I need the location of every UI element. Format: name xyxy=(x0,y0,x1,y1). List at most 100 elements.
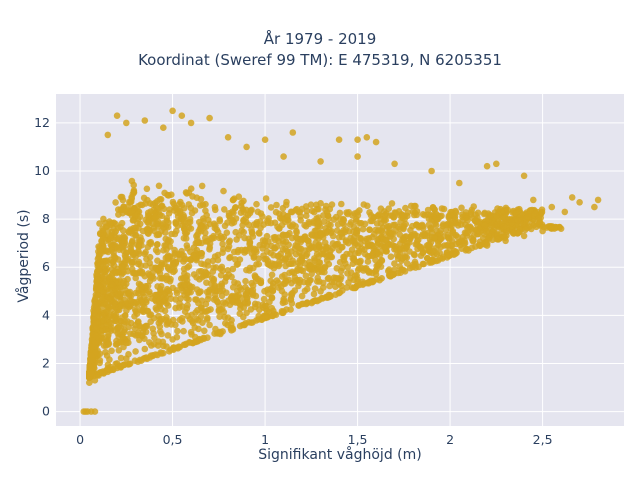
scatter-point xyxy=(217,271,225,279)
scatter-point xyxy=(255,306,263,314)
scatter-point xyxy=(538,208,546,216)
scatter-point xyxy=(372,138,380,146)
scatter-point xyxy=(157,349,165,356)
scatter-point xyxy=(229,265,237,273)
scatter-point xyxy=(223,229,231,236)
scatter-point xyxy=(469,214,477,222)
scatter-point xyxy=(520,172,528,180)
scatter-point xyxy=(210,220,218,228)
scatter-point xyxy=(155,182,163,190)
scatter-point xyxy=(201,327,208,335)
scatter-point xyxy=(311,285,319,292)
scatter-point xyxy=(374,212,381,220)
scatter-point xyxy=(391,266,398,273)
scatter-point xyxy=(354,136,361,143)
scatter-point xyxy=(262,314,269,321)
scatter-point xyxy=(178,201,186,209)
scatter-point xyxy=(431,234,438,241)
scatter-point xyxy=(242,277,249,285)
scatter-point xyxy=(319,279,327,287)
scatter-point xyxy=(501,214,509,222)
scatter-point xyxy=(295,282,302,290)
scatter-point xyxy=(185,288,193,296)
scatter-point xyxy=(128,177,136,185)
scatter-point xyxy=(186,218,194,226)
scatter-point xyxy=(169,259,177,267)
scatter-point xyxy=(115,234,123,241)
scatter-point xyxy=(531,210,539,217)
scatter-point xyxy=(354,266,362,274)
scatter-point xyxy=(292,223,299,230)
scatter-point xyxy=(193,232,200,240)
scatter-point xyxy=(395,208,403,215)
scatter-point xyxy=(138,357,145,365)
scatter-point xyxy=(344,263,352,271)
scatter-point xyxy=(128,260,136,267)
scatter-point xyxy=(96,220,103,227)
scatter-point xyxy=(382,211,389,219)
scatter-point xyxy=(269,283,277,290)
scatter-point xyxy=(255,260,263,268)
scatter-point xyxy=(160,247,167,254)
scatter-point xyxy=(224,245,232,253)
scatter-point xyxy=(100,317,107,324)
scatter-point xyxy=(374,239,382,247)
scatter-point xyxy=(228,327,235,334)
scatter-point xyxy=(180,327,187,335)
scatter-point xyxy=(127,199,134,206)
scatter-point xyxy=(121,318,129,326)
scatter-point xyxy=(234,287,241,295)
scatter-point xyxy=(232,228,239,236)
scatter-point xyxy=(346,221,354,228)
scatter-point xyxy=(162,235,169,243)
scatter-point xyxy=(204,314,211,322)
scatter-point xyxy=(164,223,172,231)
scatter-point xyxy=(198,297,206,305)
scatter-point xyxy=(336,215,344,223)
scatter-point xyxy=(220,187,227,195)
scatter-point xyxy=(164,252,172,259)
scatter-point xyxy=(509,209,517,216)
scatter-point xyxy=(158,315,166,323)
scatter-point xyxy=(123,249,130,257)
scatter-point xyxy=(108,324,115,332)
scatter-point xyxy=(112,199,119,206)
x-tick-label: 1 xyxy=(261,432,269,447)
scatter-point xyxy=(204,258,212,265)
scatter-point xyxy=(465,247,472,254)
scatter-point xyxy=(548,225,555,232)
scatter-point xyxy=(243,266,250,274)
scatter-point xyxy=(228,273,235,281)
scatter-point xyxy=(216,217,224,225)
scatter-point xyxy=(112,242,120,250)
scatter-point xyxy=(89,343,96,351)
scatter-point xyxy=(203,288,211,296)
scatter-point xyxy=(310,290,318,298)
scatter-point xyxy=(174,327,181,335)
scatter-point xyxy=(222,273,230,281)
scatter-point xyxy=(128,208,136,215)
scatter-point xyxy=(92,320,99,327)
scatter-point xyxy=(409,222,416,230)
scatter-point xyxy=(147,240,155,248)
scatter-point xyxy=(292,250,300,258)
scatter-point xyxy=(187,204,195,212)
scatter-point xyxy=(347,274,354,282)
scatter-point xyxy=(118,302,125,309)
scatter-point xyxy=(184,301,191,309)
scatter-point xyxy=(151,334,158,342)
scatter-point xyxy=(476,228,484,236)
scatter-point xyxy=(153,198,161,205)
x-tick-label: 0,5 xyxy=(163,432,183,447)
scatter-point xyxy=(124,275,131,283)
scatter-point xyxy=(355,249,363,257)
scatter-point xyxy=(344,270,351,277)
scatter-point xyxy=(500,223,508,230)
scatter-point xyxy=(432,221,440,229)
scatter-point xyxy=(373,247,380,254)
scatter-point xyxy=(237,294,244,302)
scatter-point xyxy=(417,223,425,230)
scatter-point xyxy=(261,136,269,143)
scatter-point xyxy=(255,230,263,237)
scatter-point xyxy=(108,291,116,299)
